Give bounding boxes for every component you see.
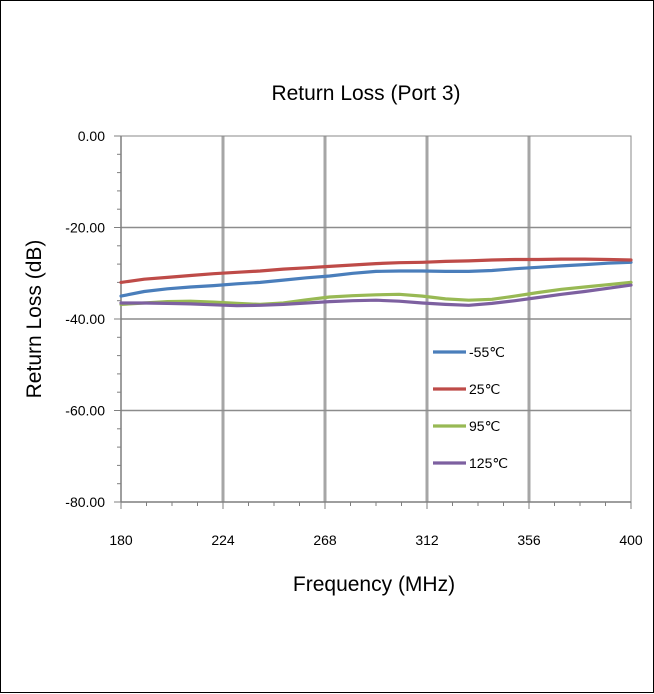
gridlines — [121, 136, 631, 502]
y-tick-label: -60.00 — [65, 403, 105, 419]
x-tick-label: 312 — [415, 532, 439, 548]
legend-label: 95℃ — [469, 418, 500, 434]
y-tick-label: -80.00 — [65, 494, 105, 510]
y-axis-title: Return Loss (dB) — [23, 240, 46, 399]
legend: -55℃ 25℃ 95℃ 125℃ — [433, 344, 508, 471]
x-tick-label: 224 — [211, 532, 235, 548]
x-axis-title: Frequency (MHz) — [293, 573, 455, 596]
series-lines — [119, 257, 633, 308]
axes: 180 224 268 312 356 400 0.00 -20.00 -40.00 -60.00… — [65, 128, 643, 548]
series-line — [119, 280, 633, 306]
y-tick-label: -20.00 — [65, 220, 105, 236]
x-tick-label: 268 — [313, 532, 337, 548]
series-line — [119, 283, 633, 308]
series-line — [119, 260, 633, 298]
legend-label: 125℃ — [469, 455, 508, 471]
x-tick-label: 400 — [619, 532, 643, 548]
chart-title: Return Loss (Port 3) — [271, 82, 460, 105]
legend-label: -55℃ — [469, 344, 505, 360]
series-line — [119, 257, 633, 284]
legend-label: 25℃ — [469, 381, 500, 397]
y-tick-label: -40.00 — [65, 311, 105, 327]
x-tick-label: 180 — [109, 532, 133, 548]
x-tick-label: 356 — [517, 532, 541, 548]
y-tick-label: 0.00 — [78, 128, 105, 144]
